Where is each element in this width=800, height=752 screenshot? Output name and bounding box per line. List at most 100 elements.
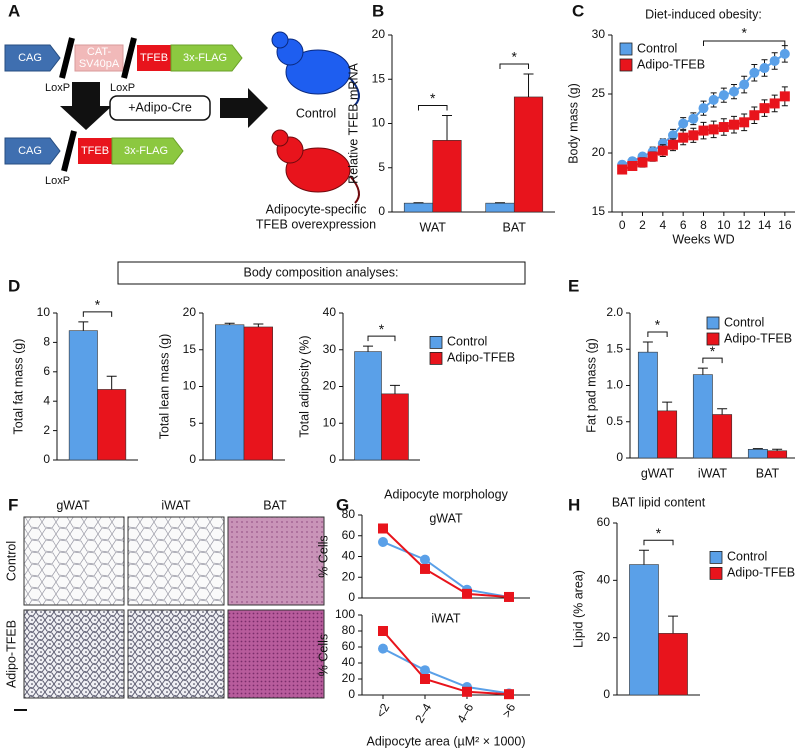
legend-swatch [709, 567, 723, 580]
point [668, 130, 678, 141]
point [759, 103, 770, 114]
error-bar [106, 375, 117, 390]
panel-label: A [8, 1, 20, 20]
point [420, 554, 430, 565]
y-tick-label: 5 [189, 415, 196, 429]
significance-label: * [655, 317, 661, 333]
promoter-text: CAG [18, 145, 42, 157]
significance-bracket [367, 335, 396, 342]
point [617, 164, 628, 175]
histology-image [227, 516, 325, 606]
y-tick-label: 5 [378, 160, 385, 174]
y-tick-label: 10 [37, 305, 51, 319]
chart-title: Diet-induced obesity: [645, 7, 762, 21]
x-tick-label: 6 [680, 218, 687, 232]
point [637, 157, 648, 168]
y-tick-label: 15 [372, 71, 386, 85]
error-bar [668, 615, 679, 634]
point [378, 536, 388, 547]
y-tick-label: 10 [372, 116, 386, 130]
point [420, 674, 430, 684]
point [420, 665, 430, 676]
column-label: BAT [263, 498, 287, 512]
point [718, 122, 729, 133]
tag-shape [111, 137, 184, 165]
y-axis-label: Lipid (% area) [571, 570, 585, 648]
point [647, 151, 658, 162]
significance-bracket [82, 311, 113, 317]
significance-bracket [647, 331, 668, 337]
legend-label: Control [447, 335, 487, 349]
bar [637, 351, 658, 459]
mouse-control [271, 31, 360, 106]
gene-text: TFEB [81, 145, 109, 157]
loxp-site [61, 130, 77, 172]
x-axis-label: Adipocyte area (µM² × 1000) [366, 734, 525, 748]
point [678, 132, 689, 143]
point [688, 130, 699, 141]
mouse-label: Control [296, 106, 336, 120]
point [708, 124, 719, 135]
panel-label: D [8, 276, 20, 295]
section-header-box [117, 261, 526, 285]
right-arrow [220, 88, 268, 128]
error-bar [638, 549, 649, 565]
error-bar [662, 401, 673, 411]
bar [97, 389, 127, 461]
promoter-shape [4, 137, 61, 165]
panel-label: B [372, 1, 384, 20]
panel-labels: A B C D E F G H [8, 1, 584, 514]
promoter-shape [4, 44, 61, 72]
point [420, 563, 430, 574]
y-tick-label: 100 [335, 607, 355, 621]
legend-swatch [619, 58, 633, 72]
x-tick-label: >6 [499, 701, 518, 720]
y-tick-label: 2 [43, 423, 50, 437]
cre-text: +Adipo-Cre [128, 100, 192, 114]
significance-bracket [703, 40, 786, 46]
y-tick-label: 20 [342, 671, 356, 685]
y-tick-label: 20 [592, 145, 606, 159]
error-bar [642, 341, 653, 353]
y-axis-label: % Cells [316, 535, 330, 577]
y-tick-label: 1.5 [606, 341, 623, 355]
y-tick-label: 40 [342, 549, 356, 563]
point [749, 110, 760, 121]
tag-text: 3x-FLAG [124, 145, 168, 157]
inset-label: gWAT [429, 511, 463, 525]
y-tick-label: 0.5 [606, 414, 623, 428]
x-tick-label: iWAT [698, 466, 728, 480]
bar [658, 633, 688, 696]
legend-label: Adipo-TFEB [727, 566, 795, 580]
legend-label: Adipo-TFEB [637, 57, 705, 71]
y-tick-label: 40 [342, 655, 356, 669]
y-tick-label: 0 [378, 204, 385, 218]
significance-label: * [710, 343, 716, 359]
y-tick-label: 80 [342, 623, 356, 637]
y-tick-label: 20 [342, 569, 356, 583]
y-tick-label: 8 [43, 335, 50, 349]
point [504, 591, 514, 602]
y-tick-label: 0 [603, 687, 610, 701]
x-tick-label: 8 [700, 218, 707, 232]
y-tick-label: 40 [323, 305, 337, 319]
point [378, 626, 388, 636]
point [462, 686, 472, 697]
x-tick-label: 4 [659, 218, 666, 232]
y-axis-label: Total lean mass (g) [157, 334, 171, 440]
bar [513, 96, 544, 213]
y-tick-label: 15 [592, 204, 606, 218]
legend-swatch [429, 351, 443, 365]
y-tick-label: 60 [597, 515, 611, 529]
point [627, 160, 638, 171]
x-tick-label: WAT [420, 220, 447, 234]
significance-label: * [512, 49, 518, 65]
x-tick-label: 10 [717, 218, 731, 232]
row-label: Adipo-TFEB [4, 620, 18, 688]
error-bar [772, 448, 783, 451]
point [462, 588, 472, 599]
significance-label: * [95, 297, 101, 313]
point [718, 90, 729, 101]
point [678, 118, 689, 129]
